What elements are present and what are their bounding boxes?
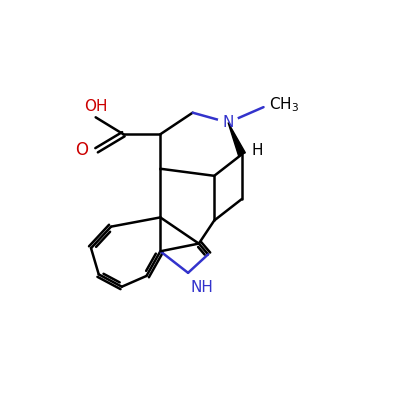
Text: OH: OH: [84, 99, 108, 114]
Circle shape: [218, 113, 238, 132]
Text: CH$_3$: CH$_3$: [269, 95, 299, 114]
Text: N: N: [222, 115, 234, 130]
Text: H: H: [252, 143, 263, 158]
Text: O: O: [75, 141, 88, 159]
Text: NH: NH: [190, 280, 213, 295]
Polygon shape: [228, 122, 245, 156]
